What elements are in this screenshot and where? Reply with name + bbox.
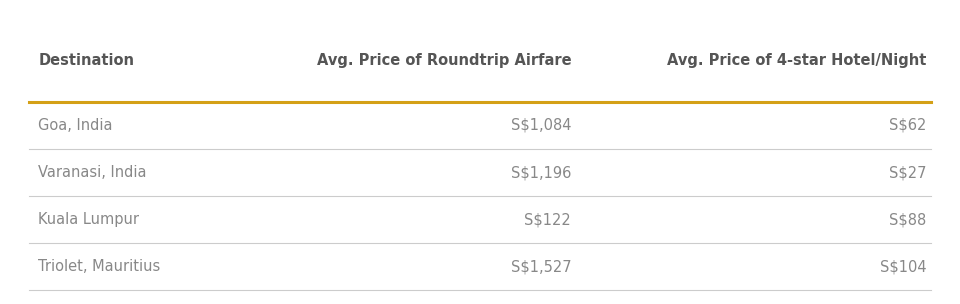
Text: Triolet, Mauritius: Triolet, Mauritius [38,259,160,274]
Text: Avg. Price of Roundtrip Airfare: Avg. Price of Roundtrip Airfare [317,53,571,68]
Text: Varanasi, India: Varanasi, India [38,165,147,180]
Text: Destination: Destination [38,53,134,68]
Text: Goa, India: Goa, India [38,118,113,133]
Text: S$1,527: S$1,527 [511,259,571,274]
Text: S$1,084: S$1,084 [511,118,571,133]
Text: S$62: S$62 [889,118,926,133]
Text: S$122: S$122 [524,212,571,227]
Text: S$1,196: S$1,196 [511,165,571,180]
Text: S$27: S$27 [889,165,926,180]
Text: Avg. Price of 4-star Hotel/Night: Avg. Price of 4-star Hotel/Night [667,53,926,68]
Text: S$88: S$88 [889,212,926,227]
Text: S$104: S$104 [879,259,926,274]
Text: Kuala Lumpur: Kuala Lumpur [38,212,139,227]
